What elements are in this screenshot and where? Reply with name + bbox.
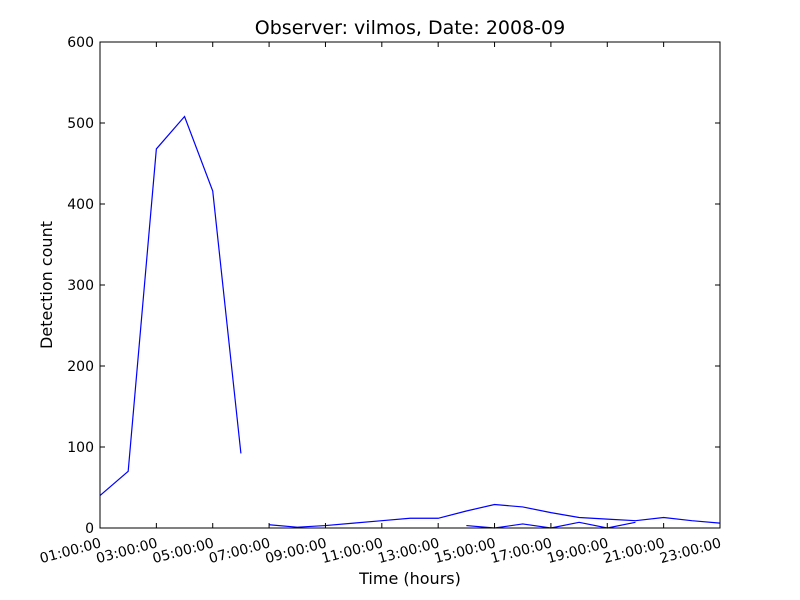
plot-frame: [99, 41, 721, 529]
x-tick-label: 11:00:00: [320, 535, 385, 567]
series-line-1: [99, 115, 242, 497]
x-tick-label: 23:00:00: [658, 535, 723, 567]
y-tick-label: 200: [67, 359, 94, 375]
x-tick-label: 05:00:00: [151, 535, 216, 567]
y-tick-label: 300: [67, 278, 94, 294]
y-tick-label: 400: [67, 197, 94, 213]
x-tick-label: 13:00:00: [376, 535, 441, 567]
x-axis-label: Time (hours): [358, 569, 461, 588]
x-tick-label: 07:00:00: [207, 535, 272, 567]
y-tick-label: 0: [85, 521, 94, 537]
x-tick-label: 15:00:00: [433, 535, 498, 567]
x-axis: 01:00:0003:00:0005:00:0007:00:0009:00:00…: [38, 42, 723, 567]
x-tick-label: 01:00:00: [38, 535, 103, 567]
x-tick-label: 17:00:00: [489, 535, 554, 567]
x-tick-label: 21:00:00: [602, 535, 667, 567]
y-tick-label: 100: [67, 440, 94, 456]
series-line-2: [269, 503, 721, 528]
y-axis: 0 100 200 300 400 500 600: [67, 35, 720, 537]
y-tick-label: 500: [67, 116, 94, 132]
series-layer: [99, 115, 721, 529]
x-tick-label: 09:00:00: [264, 535, 329, 567]
x-tick-label: 19:00:00: [545, 535, 610, 567]
y-tick-label: 600: [67, 35, 94, 51]
x-tick-label: 03:00:00: [95, 535, 160, 567]
chart-title: Observer: vilmos, Date: 2008-09: [255, 17, 565, 39]
y-axis-label: Detection count: [37, 221, 56, 349]
